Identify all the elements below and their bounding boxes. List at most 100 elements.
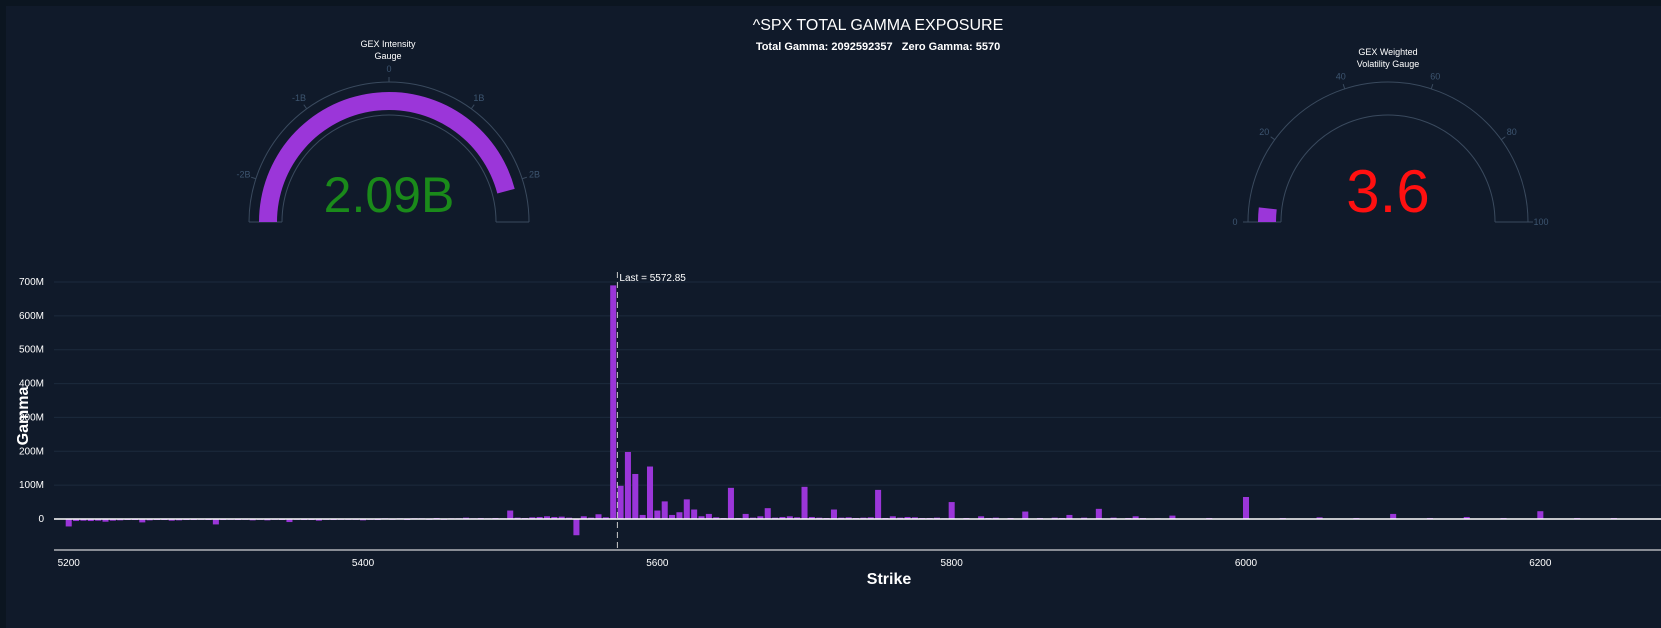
gamma-bar (786, 516, 793, 519)
gauge-value-bar (1258, 207, 1277, 222)
gamma-bar (1242, 496, 1250, 519)
gauge-tick-label: 100 (1533, 217, 1548, 227)
gamma-bar (646, 466, 654, 519)
gamma-bar (87, 519, 94, 522)
gauge-value-bar (259, 92, 515, 222)
gamma-bar (691, 509, 698, 519)
gamma-bar (904, 516, 911, 519)
gamma-bar (654, 510, 661, 519)
gamma-bar (1316, 517, 1323, 519)
gamma-bar (742, 513, 749, 519)
y-tick-label: 200M (19, 446, 44, 457)
intensity-gauge-title-line1: GEX Intensity (360, 39, 416, 49)
intensity-gauge-value: 2.09B (324, 167, 455, 223)
volatility-gauge: GEX Weighted Volatility Gauge 3.6 0 20 40 6… (1232, 47, 1548, 227)
gamma-bar (639, 514, 646, 519)
x-axis-label: Strike (867, 571, 912, 588)
gamma-bar (536, 516, 543, 519)
gauge-tick-label: 1B (473, 93, 484, 103)
gamma-bar (558, 516, 565, 519)
gamma-bar (713, 517, 720, 519)
gauge-tick (1500, 136, 1506, 141)
y-tick-label: 500M (19, 345, 44, 356)
gamma-bar (911, 517, 918, 519)
gamma-bar (875, 489, 882, 519)
gamma-bar (543, 516, 551, 519)
gamma-bar (1390, 513, 1397, 519)
x-tick-label: 5800 (941, 558, 964, 569)
gamma-bar (757, 516, 764, 519)
gamma-bar (661, 501, 668, 519)
gauge-outer-arc (1247, 81, 1529, 223)
gamma-bar (676, 512, 683, 519)
gamma-bar (102, 519, 109, 522)
volatility-gauge-title-line1: GEX Weighted (1358, 47, 1417, 57)
last-price-label: Last = 5572.85 (619, 273, 686, 284)
gamma-bar (551, 516, 558, 519)
gamma-bar (580, 516, 587, 519)
chart-axes: Last = 5572.85 (54, 272, 1661, 551)
gauge-tick (1270, 136, 1276, 141)
volatility-gauge-title-line2: Volatility Gauge (1357, 59, 1420, 69)
x-tick-label: 5200 (58, 558, 81, 569)
gamma-bar (727, 487, 734, 519)
gamma-bar (617, 485, 624, 519)
tick-labels: 0 100M 200M 300M 400M 500M 600M 700M 5200 5400 560… (19, 277, 1552, 569)
gamma-bar (507, 510, 514, 519)
chart-subtitle: Total Gamma: 2092592357 Zero Gamma: 5570 (756, 41, 1000, 53)
gamma-bar (801, 486, 808, 519)
gamma-bar (315, 519, 322, 521)
gauge-tick (303, 104, 308, 110)
gamma-bar (632, 473, 639, 519)
gamma-bar (705, 513, 712, 519)
gamma-bar (610, 285, 617, 519)
gamma-bar (624, 451, 631, 519)
x-tick-label: 5400 (352, 558, 375, 569)
y-tick-label: 700M (19, 277, 44, 288)
gauge-tick-label: 20 (1259, 127, 1269, 137)
gauge-outer-arc (248, 81, 530, 223)
x-tick-label: 5600 (646, 558, 669, 569)
gauge-tick-label: 40 (1336, 71, 1346, 81)
gamma-bar (889, 516, 896, 519)
gamma-bar (573, 519, 580, 536)
y-tick-label: 400M (19, 379, 44, 390)
gamma-bar (794, 517, 801, 519)
grid-lines (54, 281, 1661, 486)
gamma-bar (1095, 508, 1102, 519)
gauge-inner-arc (1280, 114, 1496, 223)
gamma-bar (602, 517, 609, 519)
gamma-bar (80, 519, 87, 521)
gamma-bar (779, 516, 786, 519)
gamma-bar (978, 516, 985, 519)
gamma-bar (1066, 514, 1073, 519)
gamma-bar (65, 519, 72, 527)
intensity-gauge-title-line2: Gauge (374, 51, 401, 61)
gamma-bar (1463, 516, 1470, 519)
gamma-bar (1132, 516, 1139, 519)
gamma-bar (168, 519, 175, 521)
gauge-tick (250, 176, 257, 180)
x-tick-label: 6200 (1529, 558, 1552, 569)
gauge-tick (470, 104, 475, 110)
gauge-tick (521, 176, 528, 180)
gauge-tick (1342, 83, 1346, 90)
gauge-tick-label: 80 (1507, 127, 1517, 137)
gamma-bar (1537, 511, 1544, 519)
gamma-bar (595, 514, 602, 519)
gauge-tick-label: 2B (529, 170, 540, 180)
y-axis-label: Gamma (15, 387, 32, 446)
gauge-inner-arc (281, 114, 497, 223)
gamma-bar-chart: Last = 5572.85 0 100M 200M 300M 400M 500M 600M… (15, 272, 1661, 588)
gauge-tick-label: 0 (1232, 217, 1237, 227)
gamma-bar (764, 508, 771, 519)
gamma-bars (65, 285, 1617, 536)
chart-frame: ^SPX TOTAL GAMMA EXPOSURE Total Gamma: 2… (6, 6, 1661, 628)
gamma-bar (73, 519, 80, 522)
gauge-tick-label: -2B (236, 170, 250, 180)
y-tick-label: 0 (38, 514, 44, 525)
gamma-bar (948, 502, 955, 519)
gamma-bar (1169, 515, 1176, 519)
y-tick-label: 300M (19, 412, 44, 423)
gamma-bar (867, 517, 874, 519)
